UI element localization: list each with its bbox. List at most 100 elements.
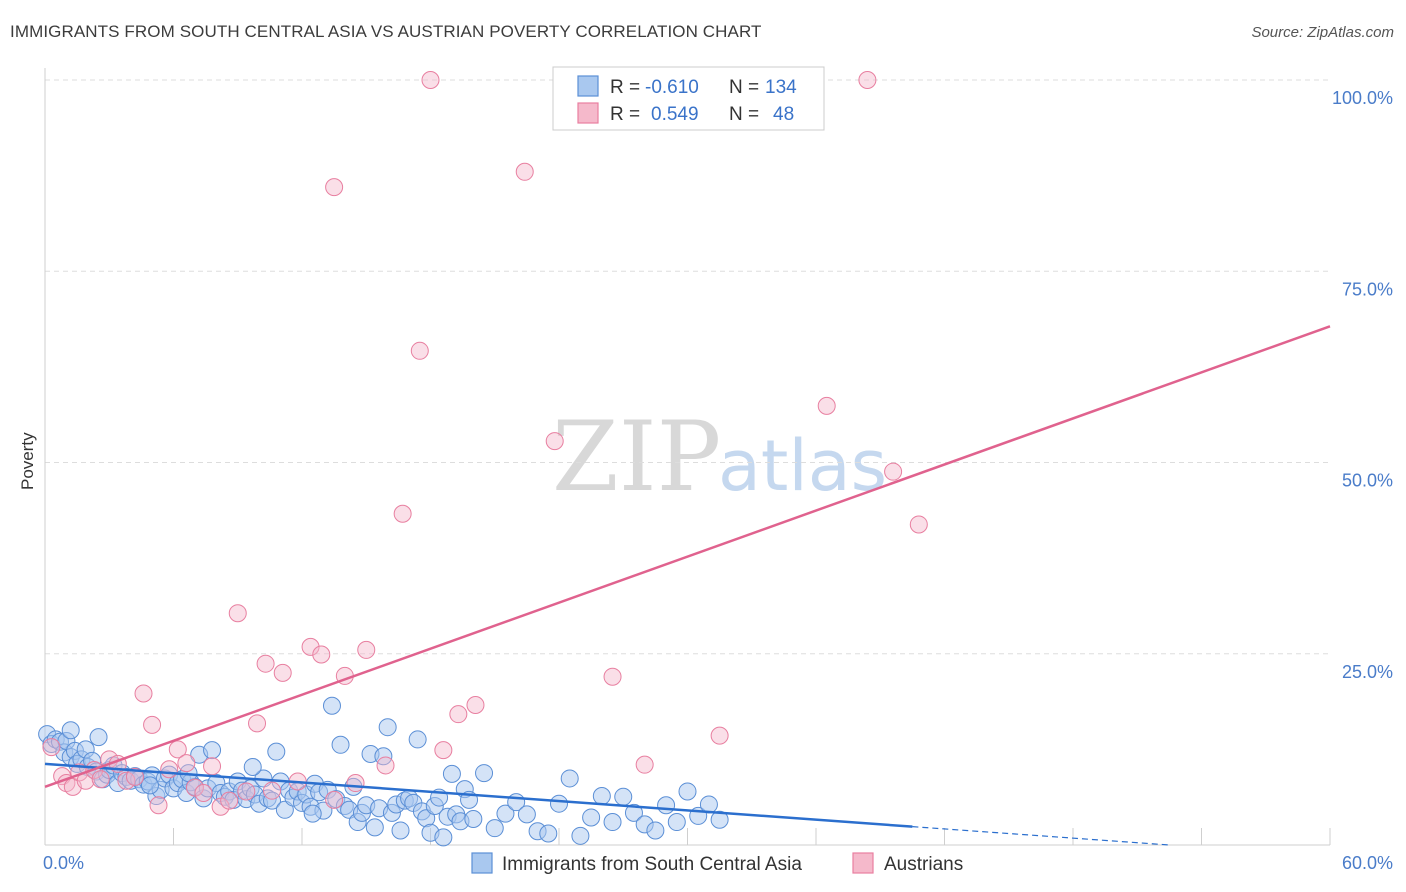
point-austrians-43 <box>515 162 534 181</box>
point-immigrants-128 <box>243 757 262 776</box>
point-immigrants-95 <box>434 828 453 847</box>
point-immigrants-104 <box>496 804 515 823</box>
point-immigrants-112 <box>582 808 601 827</box>
point-austrians-20 <box>203 757 222 776</box>
point-austrians-19 <box>194 783 213 802</box>
point-austrians-50 <box>858 71 877 89</box>
point-austrians-25 <box>248 714 267 733</box>
point-immigrants-130 <box>464 809 483 828</box>
point-immigrants-109 <box>550 794 568 813</box>
point-immigrants-69 <box>322 696 341 715</box>
grid-lines <box>45 79 1330 655</box>
point-austrians-45 <box>603 667 622 686</box>
point-austrians-51 <box>884 462 903 481</box>
point-immigrants-116 <box>624 803 643 822</box>
point-austrians-18 <box>185 778 204 797</box>
top-legend: R = -0.610 N = 134 R = 0.549 N = 48 <box>552 66 825 131</box>
point-immigrants-129 <box>303 804 322 823</box>
watermark-atlas: atlas <box>718 425 887 507</box>
point-immigrants-71 <box>331 735 350 754</box>
point-immigrants-55 <box>263 791 282 810</box>
bottom-legend-swatch-blue <box>471 852 493 874</box>
point-immigrants-58 <box>275 800 294 819</box>
point-austrians-22 <box>220 791 239 810</box>
point-austrians-40 <box>434 741 453 760</box>
legend-n-label-2: N = <box>729 104 759 125</box>
point-austrians-10 <box>117 771 136 790</box>
point-immigrants-114 <box>603 813 622 832</box>
legend-swatch-blue <box>577 75 599 97</box>
watermark: ZIP atlas <box>552 401 887 513</box>
trendline-immigrants <box>44 762 913 828</box>
x-tick-label-0: 0.0% <box>43 853 84 873</box>
y-tick-label-0: 25.0% <box>1342 662 1393 682</box>
point-austrians-34 <box>346 774 365 793</box>
trendline-austrians <box>44 325 1331 789</box>
point-austrians-38 <box>410 341 429 360</box>
point-austrians-31 <box>312 645 331 664</box>
point-immigrants-108 <box>539 824 558 843</box>
point-austrians-26 <box>256 654 275 673</box>
point-austrians-42 <box>466 696 485 715</box>
point-austrians-28 <box>273 663 292 682</box>
legend-r-value-1: -0.610 <box>645 77 699 98</box>
point-austrians-11 <box>125 767 144 786</box>
point-austrians-44 <box>545 432 564 451</box>
point-austrians-17 <box>177 754 196 773</box>
y-tick-label-2: 75.0% <box>1342 279 1393 299</box>
point-austrians-15 <box>160 760 179 779</box>
y-tick-labels: 25.0% 50.0% 75.0% 100.0% <box>1332 88 1393 682</box>
source-label: Source: ZipAtlas.com <box>1251 24 1394 41</box>
point-immigrants-56 <box>267 742 286 761</box>
point-immigrants-125 <box>61 721 80 740</box>
point-immigrants-41 <box>203 741 222 760</box>
point-immigrants-85 <box>391 821 410 840</box>
point-immigrants-121 <box>678 782 697 801</box>
point-immigrants-110 <box>560 769 579 788</box>
point-austrians-7 <box>91 770 110 789</box>
trend-lines <box>44 325 1331 846</box>
y-tick-label-3: 100.0% <box>1332 88 1393 108</box>
point-immigrants-89 <box>408 730 427 749</box>
point-austrians-32 <box>325 790 344 809</box>
point-immigrants-106 <box>517 805 536 824</box>
point-immigrants-102 <box>475 764 494 783</box>
point-immigrants-119 <box>657 796 676 815</box>
point-immigrants-115 <box>614 787 633 806</box>
x-tick-labels: 0.0% 60.0% <box>43 853 1393 873</box>
point-austrians-12 <box>134 684 153 703</box>
point-immigrants-97 <box>442 764 461 783</box>
point-austrians-27 <box>263 781 282 800</box>
legend-r-label-1: R = <box>610 77 640 98</box>
y-tick-label-1: 50.0% <box>1342 471 1393 491</box>
point-austrians-47 <box>710 726 729 745</box>
series-austrians-points <box>42 71 928 816</box>
point-immigrants-113 <box>592 787 611 806</box>
point-immigrants-120 <box>667 813 686 832</box>
point-austrians-13 <box>143 715 162 734</box>
point-austrians-39 <box>421 71 440 89</box>
point-austrians-48 <box>325 178 344 197</box>
point-austrians-41 <box>449 705 468 724</box>
legend-n-label-1: N = <box>729 77 759 98</box>
point-immigrants-118 <box>646 821 665 840</box>
legend-r-value-2: 0.549 <box>651 104 699 125</box>
point-austrians-16 <box>168 740 187 759</box>
point-austrians-49 <box>817 396 836 415</box>
legend-n-value-1: 134 <box>765 77 797 98</box>
axes <box>44 68 1331 846</box>
point-austrians-30 <box>301 637 320 656</box>
point-immigrants-124 <box>710 810 729 829</box>
watermark-zip: ZIP <box>552 401 721 513</box>
point-austrians-24 <box>237 782 256 801</box>
chart-title: IMMIGRANTS FROM SOUTH CENTRAL ASIA VS AU… <box>10 22 762 41</box>
bottom-legend-label-immigrants: Immigrants from South Central Asia <box>502 854 802 875</box>
point-immigrants-82 <box>378 718 397 737</box>
point-austrians-52 <box>909 515 928 534</box>
legend-r-label-2: R = <box>610 104 640 125</box>
bottom-legend-swatch-pink <box>852 852 874 874</box>
legend-n-value-2: 48 <box>773 104 794 125</box>
point-immigrants-103 <box>485 819 504 838</box>
point-austrians-14 <box>149 796 168 815</box>
